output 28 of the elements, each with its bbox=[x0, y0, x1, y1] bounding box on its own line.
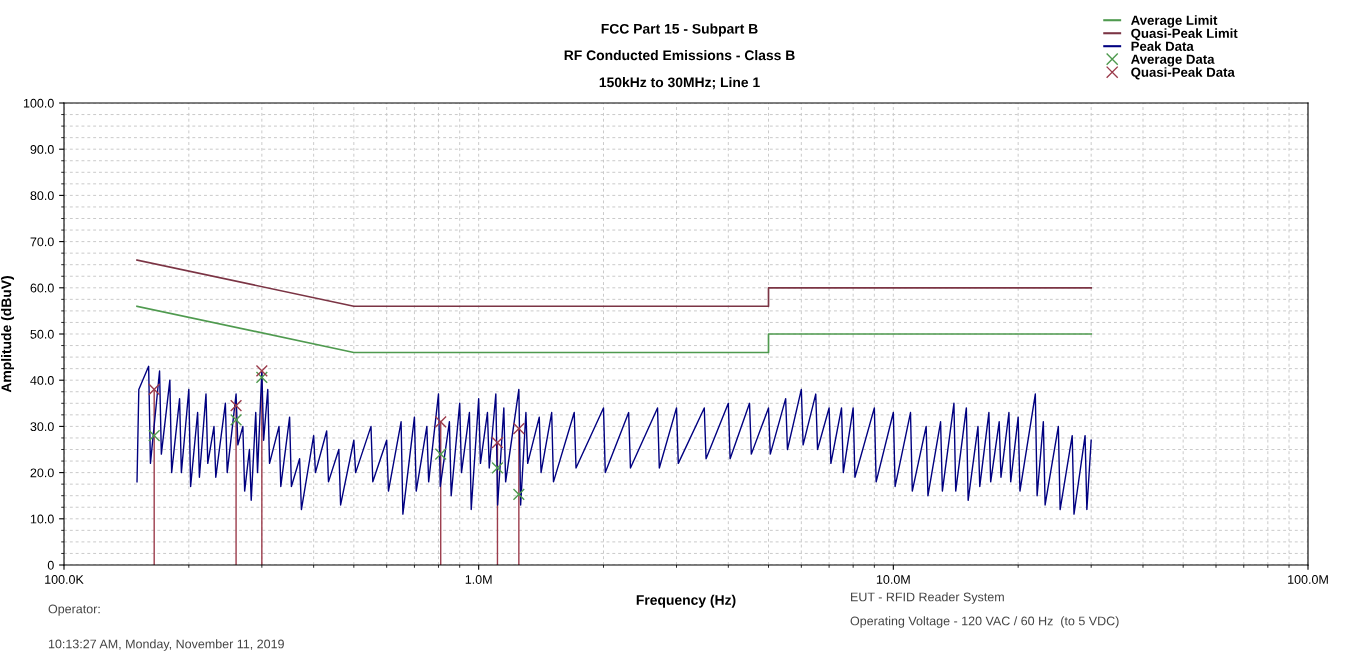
y-tick-label: 80.0 bbox=[30, 191, 54, 201]
y-tick-label: 70.0 bbox=[30, 237, 54, 247]
legend-label: Quasi-Peak Limit bbox=[1131, 28, 1238, 41]
y-tick-label: 20.0 bbox=[30, 468, 54, 478]
y-tick-label: 50.0 bbox=[30, 329, 54, 339]
y-axis-title: Amplitude (dBuV) bbox=[1, 276, 14, 393]
text: Operator: bbox=[48, 604, 100, 616]
x-tick-label: 100.0K bbox=[45, 575, 84, 584]
x-tick-label: 100.0M bbox=[1288, 575, 1328, 584]
text: RF Conducted Emissions - Class B 150kHz to 30MHz; Line 1 bbox=[564, 50, 795, 90]
text: EUT - RFID Reader System bbox=[851, 592, 1004, 604]
legend-label: Peak Data bbox=[1131, 41, 1194, 51]
text: Operating Voltage - 120 VAC / 60 Hz (to 5 VDC) bbox=[850, 616, 1119, 628]
legend-label: Average Limit bbox=[1130, 15, 1218, 28]
y-tick-label: 0 bbox=[47, 560, 54, 570]
text: 10:13:27 AM, Monday, November 11, 2019 bbox=[48, 639, 284, 651]
y-tick-label: 100.0 bbox=[23, 98, 54, 108]
x-tick-label: 1.0M bbox=[465, 575, 492, 584]
legend-label: Quasi-Peak Data bbox=[1131, 67, 1235, 80]
x-axis-title: Frequency (Hz) bbox=[636, 594, 736, 608]
y-tick-label: 60.0 bbox=[30, 283, 54, 293]
y-tick-label: 10.0 bbox=[30, 514, 54, 524]
chart-title: FCC Part 15 - Subpart B bbox=[601, 23, 758, 37]
y-tick-label: 30.0 bbox=[30, 422, 54, 432]
legend-label: Average Data bbox=[1130, 54, 1215, 67]
y-tick-label: 40.0 bbox=[30, 376, 54, 385]
y-tick-label: 90.0 bbox=[30, 145, 54, 154]
x-tick-label: 10.0M bbox=[876, 575, 910, 584]
